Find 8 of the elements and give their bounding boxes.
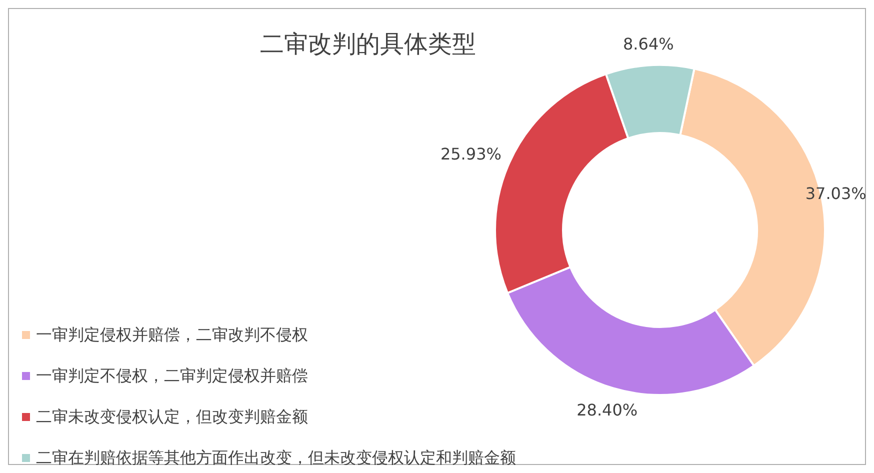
legend-label: 二审未改变侵权认定，但改变判赔金额 — [36, 407, 308, 426]
data-label: 28.40% — [576, 400, 638, 420]
data-label: 37.03% — [805, 184, 866, 204]
legend-label: 一审判定侵权并赔偿，二审改判不侵权 — [36, 325, 308, 344]
chart-title: 二审改判的具体类型 — [260, 30, 476, 58]
legend-label: 一审判定不侵权，二审判定侵权并赔偿 — [36, 366, 308, 385]
data-label: 8.64% — [623, 34, 674, 54]
data-label: 25.93% — [440, 144, 502, 164]
